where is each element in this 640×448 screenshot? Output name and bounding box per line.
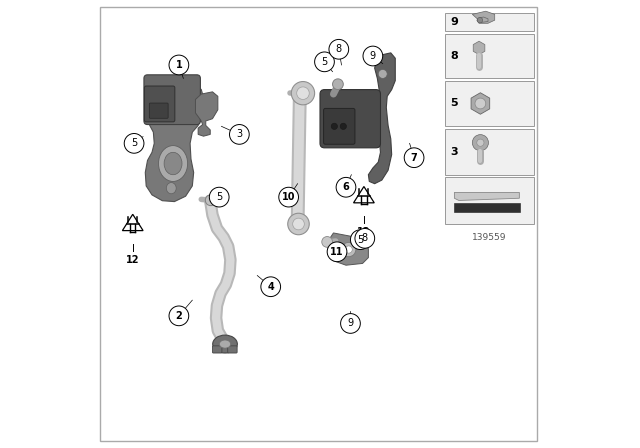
Text: 11: 11 xyxy=(330,247,344,257)
Text: 3: 3 xyxy=(236,129,243,139)
FancyBboxPatch shape xyxy=(445,81,534,126)
FancyBboxPatch shape xyxy=(445,13,534,31)
Text: 5: 5 xyxy=(357,235,364,245)
Circle shape xyxy=(477,17,483,23)
Circle shape xyxy=(378,69,387,78)
FancyBboxPatch shape xyxy=(212,346,222,353)
FancyBboxPatch shape xyxy=(144,75,200,125)
Ellipse shape xyxy=(164,152,182,175)
Circle shape xyxy=(327,242,347,262)
Circle shape xyxy=(340,123,346,129)
Text: 12: 12 xyxy=(126,255,140,265)
Circle shape xyxy=(333,79,343,90)
Text: 3: 3 xyxy=(450,146,458,157)
Text: 10: 10 xyxy=(282,192,296,202)
Text: 8: 8 xyxy=(450,51,458,61)
Text: 6: 6 xyxy=(342,182,349,192)
Circle shape xyxy=(472,134,488,151)
FancyBboxPatch shape xyxy=(454,202,520,212)
FancyBboxPatch shape xyxy=(324,108,355,144)
Polygon shape xyxy=(145,81,204,202)
Text: 8: 8 xyxy=(362,233,368,243)
Polygon shape xyxy=(328,233,369,265)
Circle shape xyxy=(345,246,352,253)
Circle shape xyxy=(329,39,349,59)
Circle shape xyxy=(477,139,484,146)
Polygon shape xyxy=(473,41,485,55)
Circle shape xyxy=(205,195,216,206)
Circle shape xyxy=(152,110,157,116)
Circle shape xyxy=(340,314,360,333)
FancyBboxPatch shape xyxy=(100,7,538,441)
Text: 5: 5 xyxy=(216,192,222,202)
Text: 8: 8 xyxy=(336,44,342,54)
Circle shape xyxy=(322,237,333,247)
FancyBboxPatch shape xyxy=(149,103,168,118)
Circle shape xyxy=(404,148,424,168)
Circle shape xyxy=(279,187,298,207)
FancyBboxPatch shape xyxy=(445,129,534,175)
Circle shape xyxy=(169,306,189,326)
Circle shape xyxy=(261,277,280,297)
Circle shape xyxy=(342,242,356,257)
Circle shape xyxy=(351,230,370,250)
Ellipse shape xyxy=(166,183,176,194)
Circle shape xyxy=(161,110,166,116)
Polygon shape xyxy=(471,93,490,114)
FancyBboxPatch shape xyxy=(445,177,534,224)
FancyBboxPatch shape xyxy=(445,34,534,78)
Text: 5: 5 xyxy=(450,99,458,108)
Text: 9: 9 xyxy=(450,17,458,27)
Circle shape xyxy=(230,125,249,144)
Circle shape xyxy=(169,55,189,75)
Text: 139559: 139559 xyxy=(472,233,507,242)
Text: 5: 5 xyxy=(131,138,137,148)
Text: 4: 4 xyxy=(268,282,274,292)
FancyBboxPatch shape xyxy=(320,90,380,148)
Circle shape xyxy=(291,82,315,105)
Circle shape xyxy=(292,218,305,230)
Text: 1: 1 xyxy=(175,60,182,70)
Circle shape xyxy=(297,87,309,99)
FancyBboxPatch shape xyxy=(228,346,237,353)
Circle shape xyxy=(355,228,374,248)
Polygon shape xyxy=(195,92,218,136)
Circle shape xyxy=(124,134,144,153)
Ellipse shape xyxy=(212,335,237,353)
Text: 2: 2 xyxy=(175,311,182,321)
Text: 7: 7 xyxy=(411,153,417,163)
Circle shape xyxy=(336,177,356,197)
Circle shape xyxy=(209,187,229,207)
Polygon shape xyxy=(369,53,396,184)
Circle shape xyxy=(288,213,309,235)
FancyBboxPatch shape xyxy=(145,86,175,122)
Text: 9: 9 xyxy=(370,51,376,61)
Circle shape xyxy=(315,52,334,72)
Circle shape xyxy=(152,104,157,109)
Circle shape xyxy=(332,123,337,129)
Text: 5: 5 xyxy=(321,57,328,67)
Polygon shape xyxy=(454,193,520,201)
Text: 12: 12 xyxy=(357,227,371,237)
Ellipse shape xyxy=(159,146,188,181)
Text: 9: 9 xyxy=(348,319,353,328)
Polygon shape xyxy=(122,214,143,231)
Polygon shape xyxy=(353,186,374,203)
Circle shape xyxy=(161,104,166,109)
Circle shape xyxy=(363,46,383,66)
Ellipse shape xyxy=(220,340,230,348)
Polygon shape xyxy=(472,11,495,23)
Circle shape xyxy=(475,98,486,109)
